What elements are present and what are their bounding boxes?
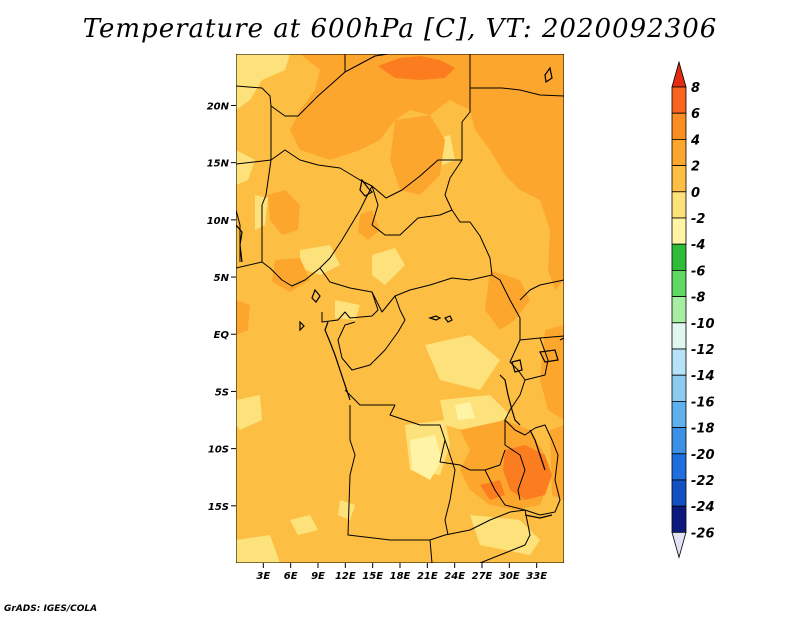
colorbar-label: -6 xyxy=(691,264,705,279)
colorbar-label: 6 xyxy=(691,107,700,122)
colorbar-label: 2 xyxy=(691,160,700,175)
colorbar-label: -14 xyxy=(691,369,715,384)
colorbar-label: -2 xyxy=(691,212,705,227)
lat-tick-label: 20N xyxy=(207,101,230,112)
temperature-band-m4-m2 xyxy=(410,402,475,480)
lat-tick-label: 5N xyxy=(214,273,230,284)
temperature-band-m2-0 xyxy=(236,54,540,563)
colorbar-label: -10 xyxy=(691,317,715,332)
colorbar-swatch xyxy=(671,191,687,219)
lon-tick-label: 3E xyxy=(256,571,270,582)
lon-tick-label: 12E xyxy=(335,571,356,582)
colorbar-swatch xyxy=(671,86,687,114)
colorbar-swatch xyxy=(671,217,687,245)
country-borders xyxy=(236,54,564,563)
lat-tick-label: 5S xyxy=(215,387,229,398)
lon-tick-label: 33E xyxy=(526,571,547,582)
colorbar-label: -26 xyxy=(691,526,715,541)
colorbar-label: -4 xyxy=(691,238,705,253)
colorbar-swatch xyxy=(671,505,687,533)
lat-tick-label: 10N xyxy=(207,216,230,227)
lon-tick-label: 6E xyxy=(284,571,298,582)
grads-credit: GrADS: IGES/COLA xyxy=(4,604,98,614)
colorbar-label: -24 xyxy=(691,500,715,515)
lat-tick-label: EQ xyxy=(214,330,230,341)
colorbar-top-arrow xyxy=(671,60,687,88)
colorbar-swatch xyxy=(671,296,687,324)
lat-tick-label: 15S xyxy=(208,502,229,513)
colorbar-swatch xyxy=(671,112,687,140)
colorbar-swatch xyxy=(671,453,687,481)
colorbar-label: -22 xyxy=(691,474,715,489)
map-axes: 20N 15N 10N 5N EQ 5S 10S 15S 3E 6E 9E 12E 15E 18E 21E 2… xyxy=(207,101,548,582)
lon-tick-label: 18E xyxy=(390,571,411,582)
colorbar-label: 8 xyxy=(691,81,700,96)
coastlines xyxy=(236,178,373,401)
colorbar: 8 6 4 2 0 -2 -4 -6 -8 -10 -12 -14 -16 -18 -20 -22 -24 -26 xyxy=(671,60,715,559)
colorbar-swatch xyxy=(671,269,687,297)
lat-tick-label: 10S xyxy=(208,445,229,456)
map-plot-area xyxy=(236,54,564,563)
lon-tick-label: 24E xyxy=(444,571,465,582)
lakes xyxy=(428,66,564,519)
colorbar-label: 0 xyxy=(691,186,700,201)
colorbar-swatch xyxy=(671,427,687,455)
colorbar-label: 4 xyxy=(690,133,700,148)
colorbar-swatch xyxy=(671,138,687,166)
colorbar-swatch xyxy=(671,348,687,376)
colorbar-label: -16 xyxy=(691,395,715,410)
lat-tick-label: 15N xyxy=(207,159,230,170)
colorbar-swatch xyxy=(671,243,687,271)
colorbar-swatch xyxy=(671,322,687,350)
lon-tick-label: 21E xyxy=(417,571,438,582)
colorbar-swatch xyxy=(671,479,687,507)
lon-tick-label: 15E xyxy=(362,571,383,582)
colorbar-label: -8 xyxy=(691,291,705,306)
colorbar-label: -20 xyxy=(691,448,715,463)
colorbar-bottom-arrow xyxy=(671,532,687,559)
colorbar-label: -18 xyxy=(691,422,715,437)
lon-tick-label: 9E xyxy=(311,571,325,582)
map-title: Temperature at 600hPa [C], VT: 202009230… xyxy=(82,14,718,44)
lon-tick-label: 27E xyxy=(472,571,493,582)
colorbar-label: -12 xyxy=(691,343,715,358)
colorbar-swatch xyxy=(671,400,687,428)
lon-tick-label: 30E xyxy=(499,571,520,582)
temperature-band-4-6 xyxy=(378,56,552,500)
colorbar-swatch xyxy=(671,165,687,193)
colorbar-swatch xyxy=(671,374,687,402)
